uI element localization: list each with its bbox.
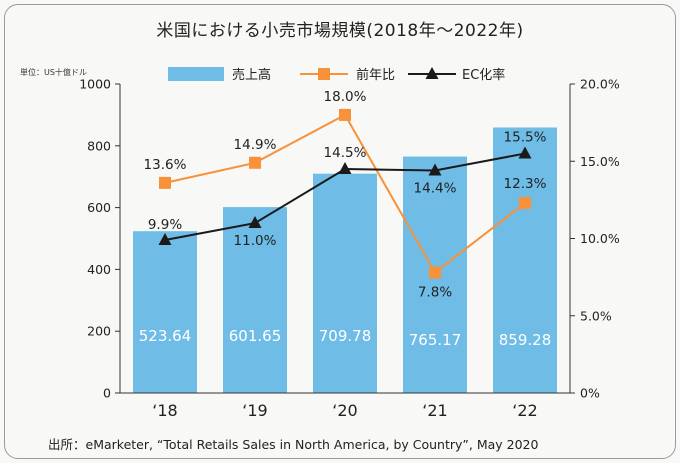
- x-tick-label-2: ‘20: [332, 401, 357, 420]
- y-left-tick-label-1: 200: [87, 324, 111, 339]
- yoy-marker-0: [159, 176, 171, 189]
- ec-marker-0: [158, 233, 172, 246]
- ec-marker-3: [428, 163, 442, 176]
- legend-label-ec: EC化率: [462, 67, 505, 83]
- x-tick-label-0: ‘18: [152, 401, 177, 420]
- y-left-tick-label-0: 0: [103, 386, 111, 401]
- y-left-tick-label-4: 800: [87, 138, 111, 153]
- ec-label-1: 11.0%: [234, 233, 277, 249]
- legend-marker-yoy: [318, 68, 330, 80]
- yoy-label-3: 7.8%: [418, 284, 452, 300]
- y-left-tick-label-2: 400: [87, 262, 111, 277]
- legend-label-sales: 売上高: [232, 67, 271, 83]
- bar-2: [313, 173, 377, 393]
- unit-label: 単位：US十億ドル: [20, 68, 87, 77]
- bar-value-label-4: 859.28: [499, 331, 552, 349]
- bar-4: [493, 127, 557, 393]
- yoy-label-2: 18.0%: [324, 89, 367, 105]
- ec-marker-4: [518, 146, 532, 159]
- yoy-marker-4: [519, 196, 531, 209]
- yoy-label-1: 14.9%: [234, 137, 277, 153]
- bar-value-label-3: 765.17: [409, 331, 462, 349]
- bar-value-label-2: 709.78: [319, 327, 372, 345]
- x-tick-label-3: ‘21: [422, 401, 447, 420]
- bar-value-label-1: 601.65: [229, 327, 282, 345]
- yoy-marker-2: [339, 108, 351, 121]
- ec-label-2: 14.5%: [324, 145, 367, 161]
- x-tick-label-4: ‘22: [512, 401, 537, 420]
- source-note: 出所：eMarketer, “Total Retails Sales in No…: [48, 437, 539, 452]
- yoy-marker-1: [249, 156, 261, 169]
- y-left-tick-label-5: 1000: [79, 77, 111, 92]
- y-right-tick-label-3: 15.0%: [580, 154, 620, 169]
- y-right-tick-label-0: 0%: [580, 386, 600, 401]
- y-left-tick-label-3: 600: [87, 200, 111, 215]
- bar-1: [223, 207, 287, 393]
- bar-0: [133, 231, 197, 393]
- bar-value-label-0: 523.64: [139, 327, 192, 345]
- ec-label-4: 15.5%: [504, 130, 547, 146]
- legend-swatch-sales: [168, 67, 224, 81]
- y-right-tick-label-2: 10.0%: [580, 231, 620, 246]
- x-tick-label-1: ‘19: [242, 401, 267, 420]
- legend-label-yoy: 前年比: [356, 67, 395, 83]
- yoy-marker-3: [429, 266, 441, 279]
- yoy-label-0: 13.6%: [144, 157, 187, 173]
- ec-marker-1: [248, 216, 262, 229]
- ec-label-3: 14.4%: [414, 181, 457, 197]
- legend-marker-ec: [425, 67, 439, 79]
- y-right-tick-label-4: 20.0%: [580, 77, 620, 92]
- ec-label-0: 9.9%: [148, 217, 182, 233]
- chart-title: 米国における小売市場規模(2018年〜2022年): [156, 21, 524, 41]
- yoy-label-4: 12.3%: [504, 176, 547, 192]
- y-right-tick-label-1: 5.0%: [580, 308, 612, 323]
- ec-marker-2: [338, 161, 352, 174]
